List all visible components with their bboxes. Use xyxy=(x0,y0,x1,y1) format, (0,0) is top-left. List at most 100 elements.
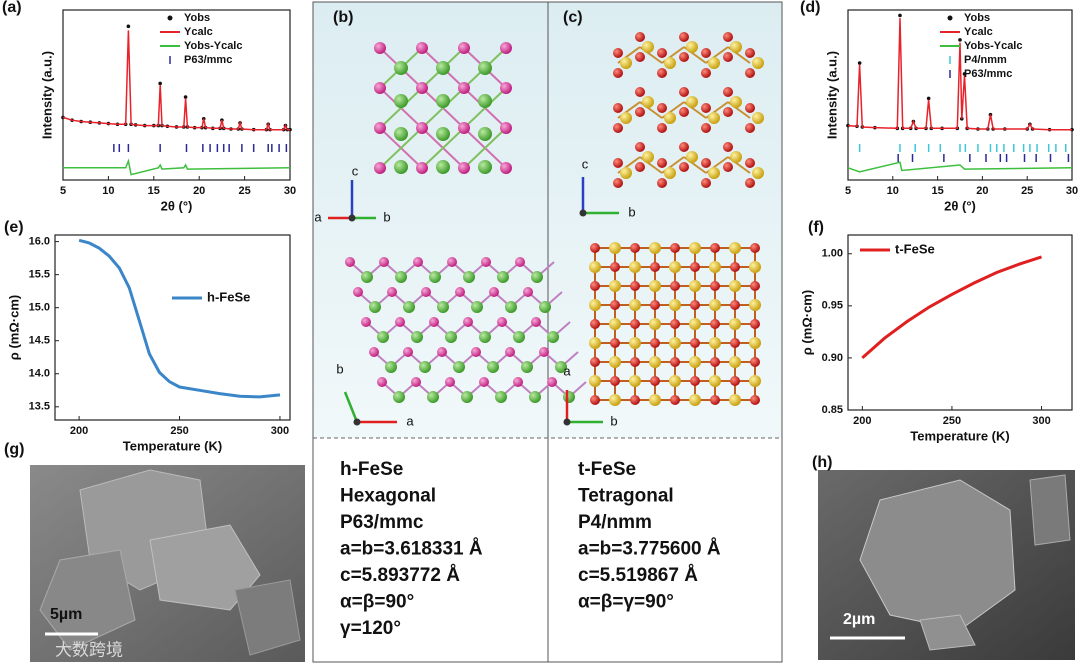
atom xyxy=(657,103,667,113)
atom xyxy=(495,391,507,403)
atom xyxy=(669,337,681,349)
atom xyxy=(613,103,623,113)
atom xyxy=(547,331,559,343)
x-tick-label: 5 xyxy=(845,185,851,197)
atom xyxy=(421,287,431,297)
atom xyxy=(710,243,720,253)
atom xyxy=(481,257,491,267)
atom xyxy=(745,158,755,168)
atom xyxy=(437,347,447,357)
atom xyxy=(374,122,386,134)
atom xyxy=(463,317,473,327)
atom xyxy=(610,262,620,272)
legend-label: Ycalc xyxy=(964,26,993,38)
panel-label: (h) xyxy=(812,454,832,471)
structure-info: P4/nmm xyxy=(578,512,652,533)
data-point xyxy=(183,95,188,99)
bond xyxy=(421,127,465,169)
atom xyxy=(387,287,397,297)
atom xyxy=(635,142,645,152)
atom xyxy=(393,391,405,403)
atom xyxy=(750,395,760,405)
data-line xyxy=(62,30,290,131)
y-tick-label: 0.85 xyxy=(822,404,843,416)
atom xyxy=(531,317,541,327)
legend-symbol xyxy=(167,15,173,21)
atom xyxy=(701,103,711,113)
x-tick-label: 20 xyxy=(193,185,205,197)
atom xyxy=(686,41,698,53)
structure-info: Hexagonal xyxy=(340,486,436,507)
axis-origin xyxy=(579,209,587,217)
scale-label: 2µm xyxy=(843,611,875,628)
legend-label: P4/nmm xyxy=(964,54,1007,66)
atom xyxy=(657,48,667,58)
panel-label: (g) xyxy=(4,441,24,458)
atom xyxy=(690,262,700,272)
legend-label: P63/mmc xyxy=(964,68,1012,80)
structure-info: t-FeSe xyxy=(578,459,636,480)
atom xyxy=(497,271,509,283)
atom xyxy=(649,280,661,292)
atom xyxy=(613,68,623,78)
atom xyxy=(635,52,645,62)
x-axis-label: 2θ (°) xyxy=(944,198,976,213)
atom xyxy=(657,68,667,78)
axis-origin xyxy=(348,214,356,222)
atom xyxy=(590,243,600,253)
atom xyxy=(515,257,525,267)
atom xyxy=(729,318,741,330)
data-line xyxy=(63,158,291,176)
atom xyxy=(374,42,386,54)
atom xyxy=(413,257,423,267)
atom xyxy=(447,257,457,267)
structure-info: α=β=90° xyxy=(340,592,414,613)
atom xyxy=(374,162,386,174)
atom xyxy=(689,356,701,368)
atom xyxy=(436,127,450,141)
atom xyxy=(649,242,661,254)
atom xyxy=(453,361,465,373)
atom xyxy=(679,32,689,42)
atom xyxy=(690,300,700,310)
atom xyxy=(555,361,567,373)
atom xyxy=(657,178,667,188)
atom xyxy=(609,356,621,368)
atom xyxy=(650,376,660,386)
watermark: 大数跨境 xyxy=(55,640,123,659)
atom xyxy=(745,103,755,113)
atom xyxy=(701,48,711,58)
bond xyxy=(463,127,507,169)
atom xyxy=(635,162,645,172)
atom xyxy=(709,337,721,349)
atom xyxy=(670,319,680,329)
atom xyxy=(630,395,640,405)
atom xyxy=(745,123,755,133)
structure-info: a=b=3.775600 Å xyxy=(578,539,721,560)
atom xyxy=(403,347,413,357)
atom xyxy=(589,299,601,311)
y-tick-label: 0.90 xyxy=(822,352,843,364)
atom xyxy=(500,82,512,94)
atom xyxy=(629,337,641,349)
atom xyxy=(458,42,470,54)
atom xyxy=(701,123,711,133)
atom xyxy=(669,299,681,311)
atom xyxy=(613,158,623,168)
atom xyxy=(369,347,379,357)
y-axis-label: Intensity (a.u.) xyxy=(824,51,839,139)
atom xyxy=(650,300,660,310)
atom xyxy=(729,280,741,292)
atom xyxy=(377,377,387,387)
particle xyxy=(859,479,1016,631)
atom xyxy=(590,319,600,329)
x-tick-label: 5 xyxy=(60,185,66,197)
plot-frame xyxy=(847,234,1073,411)
atom xyxy=(411,377,421,387)
axis-origin xyxy=(353,418,361,426)
axis-arrow xyxy=(343,391,359,423)
atom xyxy=(709,375,721,387)
atom xyxy=(455,287,465,297)
atom xyxy=(750,243,760,253)
atom xyxy=(749,375,761,387)
